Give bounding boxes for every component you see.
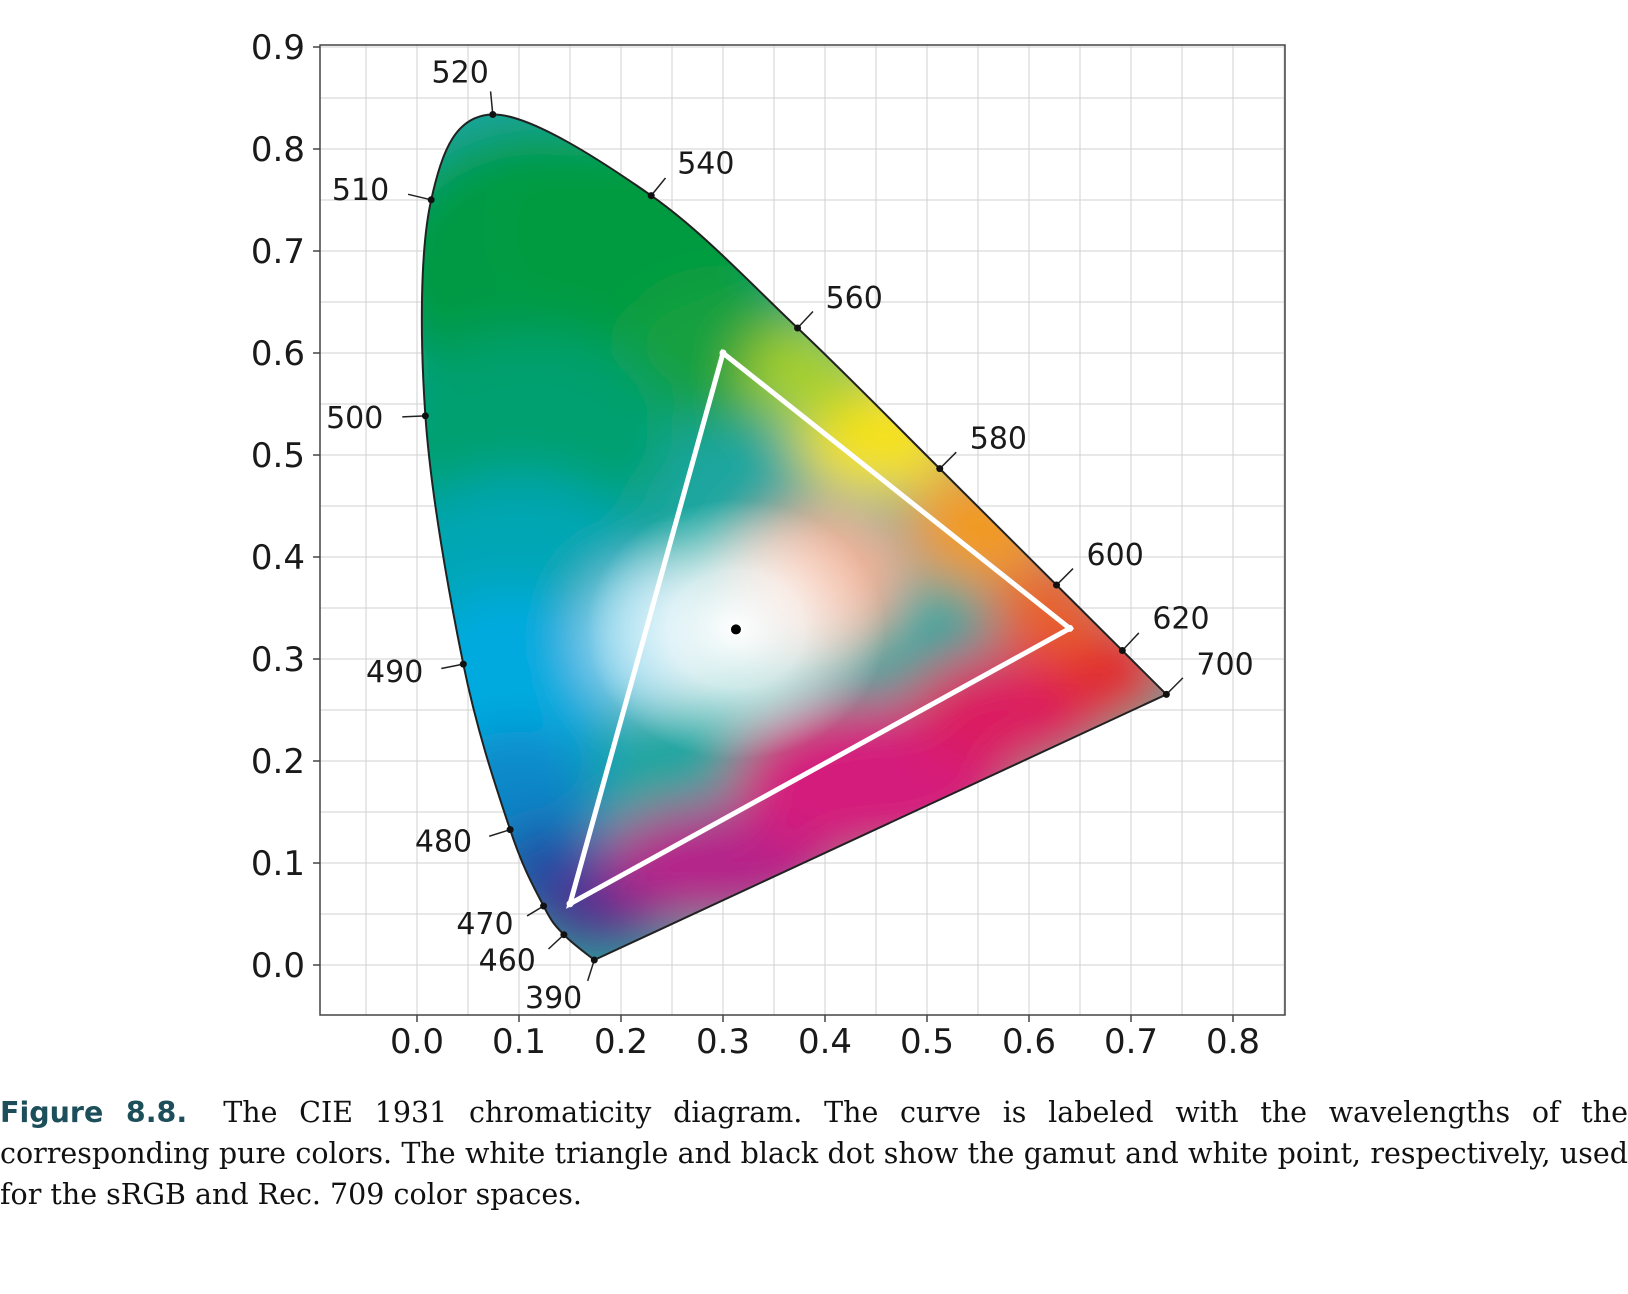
wavelength-point — [459, 660, 467, 668]
wavelength-leader — [489, 91, 494, 115]
wavelength-label: 500 — [326, 401, 383, 436]
x-axis: 0.0 0.1 0.2 0.3 0.4 0.5 0.6 0.7 0.8 — [390, 1015, 1260, 1062]
x-tick-label: 0.5 — [900, 1022, 954, 1062]
y-tick-label: 0.2 — [251, 742, 305, 782]
y-tick-label: 0.3 — [251, 640, 305, 680]
wavelength-point — [647, 192, 655, 200]
wavelength-label: 470 — [456, 907, 513, 942]
caption-label: Figure 8.8. — [0, 1096, 188, 1129]
gamut-vertex — [1066, 624, 1074, 632]
wavelength-point — [427, 196, 435, 204]
wavelength-point — [421, 412, 429, 420]
wavelength-point — [489, 111, 497, 119]
wavelength-label: 490 — [366, 655, 423, 690]
wavelength-label: 460 — [479, 944, 536, 979]
wavelength-leader — [797, 310, 814, 329]
wavelength-leader — [407, 193, 432, 201]
chromaticity-chart: 0.0 0.1 0.2 0.3 0.4 0.5 0.6 0.7 0.8 0.0 0.1 0.2 0.3… — [251, 28, 1286, 1062]
wavelength-leader — [650, 177, 667, 197]
y-axis: 0.0 0.1 0.2 0.3 0.4 0.5 0.6 0.7 0.8 0.9 — [251, 28, 320, 986]
x-tick-label: 0.3 — [696, 1022, 750, 1062]
y-tick-label: 0.7 — [251, 232, 305, 272]
wavelength-point — [590, 956, 598, 964]
wavelength-label: 560 — [826, 281, 883, 316]
wavelength-leader — [1121, 632, 1140, 652]
wavelength-point — [506, 826, 514, 834]
wavelength-label: 510 — [332, 173, 389, 208]
x-tick-label: 0.0 — [390, 1022, 444, 1062]
wavelength-point — [1118, 647, 1126, 655]
plot-frame — [319, 44, 1286, 1016]
wavelength-label: 480 — [415, 825, 472, 860]
wavelength-leader — [402, 415, 426, 418]
wavelength-leader — [547, 934, 565, 950]
wavelength-point — [1162, 690, 1170, 698]
x-tick-label: 0.8 — [1206, 1022, 1260, 1062]
wavelength-label: 580 — [970, 422, 1027, 457]
wavelength-leader — [586, 959, 595, 982]
white-point — [730, 624, 741, 635]
gamut-vertices — [566, 349, 1074, 908]
gamut-vertex — [719, 349, 727, 357]
x-tick-label: 0.2 — [594, 1022, 648, 1062]
y-tick-label: 0.0 — [251, 946, 305, 986]
y-tick-label: 0.8 — [251, 130, 305, 170]
wavelength-point — [1053, 581, 1061, 589]
wavelength-leader — [939, 451, 957, 470]
caption-text: The CIE 1931 chromaticity diagram. The c… — [0, 1096, 1628, 1211]
wavelength-label: 700 — [1196, 647, 1253, 682]
wavelength-point — [794, 324, 802, 332]
wavelength-point — [560, 931, 568, 939]
gamut-vertex — [566, 900, 574, 908]
x-tick-label: 0.6 — [1002, 1022, 1056, 1062]
y-tick-label: 0.9 — [251, 28, 305, 68]
wavelength-leader — [1056, 568, 1074, 586]
wavelength-label: 390 — [525, 981, 582, 1016]
y-tick-label: 0.4 — [251, 538, 305, 578]
y-tick-label: 0.6 — [251, 334, 305, 374]
wavelength-label: 520 — [432, 56, 489, 91]
y-tick-label: 0.1 — [251, 844, 305, 884]
x-tick-label: 0.4 — [798, 1022, 852, 1062]
wavelength-label: 620 — [1152, 602, 1209, 637]
wavelength-label: 600 — [1087, 538, 1144, 573]
wavelength-point — [936, 465, 944, 473]
x-tick-label: 0.1 — [492, 1022, 546, 1062]
x-tick-label: 0.7 — [1104, 1022, 1158, 1062]
gamut-triangle — [566, 348, 1075, 909]
wavelength-label: 540 — [677, 147, 734, 182]
figure-caption: Figure 8.8. The CIE 1931 chromaticity dia… — [0, 1092, 1628, 1215]
wavelength-leader — [489, 828, 511, 837]
wavelength-point — [540, 902, 548, 910]
y-tick-label: 0.5 — [251, 436, 305, 476]
wavelength-leader — [1165, 677, 1184, 695]
wavelength-leader — [441, 663, 464, 670]
